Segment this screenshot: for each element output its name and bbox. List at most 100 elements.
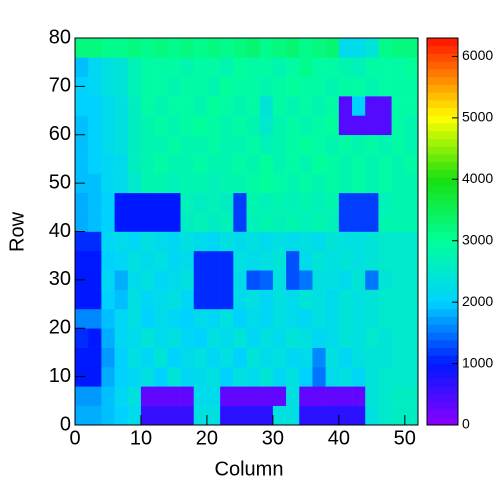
- heatmap-cell: [154, 154, 168, 174]
- colorbar-step: [427, 61, 458, 70]
- colorbar-step: [427, 208, 458, 217]
- heatmap-cell: [404, 173, 419, 194]
- heatmap-cell: [312, 289, 326, 310]
- heatmap-cell: [140, 38, 155, 58]
- heatmap-cell: [154, 347, 168, 368]
- heatmap-cell: [167, 154, 181, 174]
- heatmap-cell: [365, 366, 379, 387]
- heatmap-cell: [299, 96, 313, 116]
- heatmap-cell: [193, 328, 208, 348]
- heatmap-cell: [154, 115, 168, 136]
- heatmap-cell: [114, 192, 129, 213]
- heatmap-cell: [378, 250, 392, 271]
- colorbar-tick-label: 5000: [462, 109, 493, 125]
- heatmap-cell: [286, 250, 300, 271]
- heatmap-cell: [180, 57, 195, 77]
- heatmap-cell: [259, 96, 274, 116]
- heatmap-cell: [167, 192, 181, 213]
- colorbar-step: [427, 76, 458, 85]
- heatmap-cell: [114, 96, 129, 116]
- heatmap-cell: [193, 289, 208, 310]
- heatmap-cell: [140, 328, 155, 348]
- heatmap-cell: [365, 250, 379, 271]
- heatmap-cell: [404, 250, 419, 271]
- x-tick-label: 40: [328, 427, 350, 449]
- heatmap-cell: [127, 57, 142, 77]
- heatmap-cell: [114, 308, 129, 329]
- heatmap-cell: [154, 38, 168, 58]
- heatmap-cell: [325, 386, 340, 406]
- heatmap-cell: [88, 289, 102, 310]
- heatmap-cell: [180, 328, 195, 348]
- heatmap-cell: [378, 192, 392, 213]
- heatmap-cell: [101, 270, 115, 290]
- colorbar-step: [427, 107, 458, 116]
- heatmap-cell: [299, 250, 313, 271]
- heatmap-cell: [233, 308, 247, 329]
- heatmap-cell: [75, 115, 89, 136]
- x-tick-label: 50: [394, 427, 416, 449]
- y-tick-label: 30: [49, 268, 71, 290]
- heatmap-cell: [180, 386, 195, 406]
- heatmap-cell: [246, 347, 260, 368]
- colorbar-step: [427, 123, 458, 132]
- heatmap-cell: [286, 115, 300, 136]
- heatmap-cell: [180, 347, 195, 368]
- heatmap-cell: [167, 231, 181, 252]
- heatmap-cell: [352, 250, 366, 271]
- heatmap-cell: [220, 115, 234, 136]
- heatmap-cell: [220, 405, 234, 426]
- heatmap-cell: [206, 289, 221, 310]
- heatmap-cell: [338, 250, 353, 271]
- heatmap-cell: [246, 231, 260, 252]
- heatmap-cell: [180, 308, 195, 329]
- heatmap-cell: [193, 250, 208, 271]
- heatmap-cell: [167, 405, 181, 426]
- heatmap-cell: [233, 366, 247, 387]
- heatmap-cell: [365, 154, 379, 174]
- heatmap-cell: [365, 308, 379, 329]
- heatmap-cell: [404, 270, 419, 290]
- heatmap-cell: [114, 154, 129, 174]
- heatmap-cell: [101, 57, 115, 77]
- colorbar-step: [427, 84, 458, 93]
- heatmap-cell: [286, 134, 300, 155]
- heatmap-cell: [365, 405, 379, 426]
- heatmap-cell: [312, 231, 326, 252]
- heatmap-cell: [299, 405, 313, 426]
- heatmap-cell: [233, 57, 247, 77]
- heatmap-cell: [286, 366, 300, 387]
- heatmap-cell: [220, 328, 234, 348]
- heatmap-cell: [127, 212, 142, 232]
- heatmap-cell: [101, 250, 115, 271]
- heatmap-cell: [312, 134, 326, 155]
- heatmap-cell: [180, 154, 195, 174]
- heatmap-cell: [127, 192, 142, 213]
- heatmap-cell: [114, 328, 129, 348]
- heatmap-cell: [246, 405, 260, 426]
- heatmap-cell: [88, 308, 102, 329]
- heatmap-cell: [391, 134, 406, 155]
- heatmap-cell: [220, 386, 234, 406]
- heatmap-cell: [233, 328, 247, 348]
- heatmap-cell: [101, 173, 115, 194]
- heatmap-cell: [88, 328, 102, 348]
- heatmap-cell: [180, 76, 195, 97]
- heatmap-cell: [378, 405, 392, 426]
- heatmap-cell: [338, 115, 353, 136]
- heatmap-cell: [167, 328, 181, 348]
- heatmap-cell: [220, 173, 234, 194]
- heatmap-cell: [140, 405, 155, 426]
- heatmap-cell: [259, 154, 274, 174]
- heatmap-cell: [167, 270, 181, 290]
- heatmap-cell: [286, 347, 300, 368]
- heatmap-cell: [167, 212, 181, 232]
- heatmap-cell: [206, 250, 221, 271]
- heatmap-cell: [286, 212, 300, 232]
- heatmap-cell: [127, 38, 142, 58]
- heatmap-cell: [404, 154, 419, 174]
- heatmap-cell: [272, 405, 287, 426]
- heatmap-cell: [140, 96, 155, 116]
- heatmap-cell: [220, 231, 234, 252]
- heatmap-cell: [365, 328, 379, 348]
